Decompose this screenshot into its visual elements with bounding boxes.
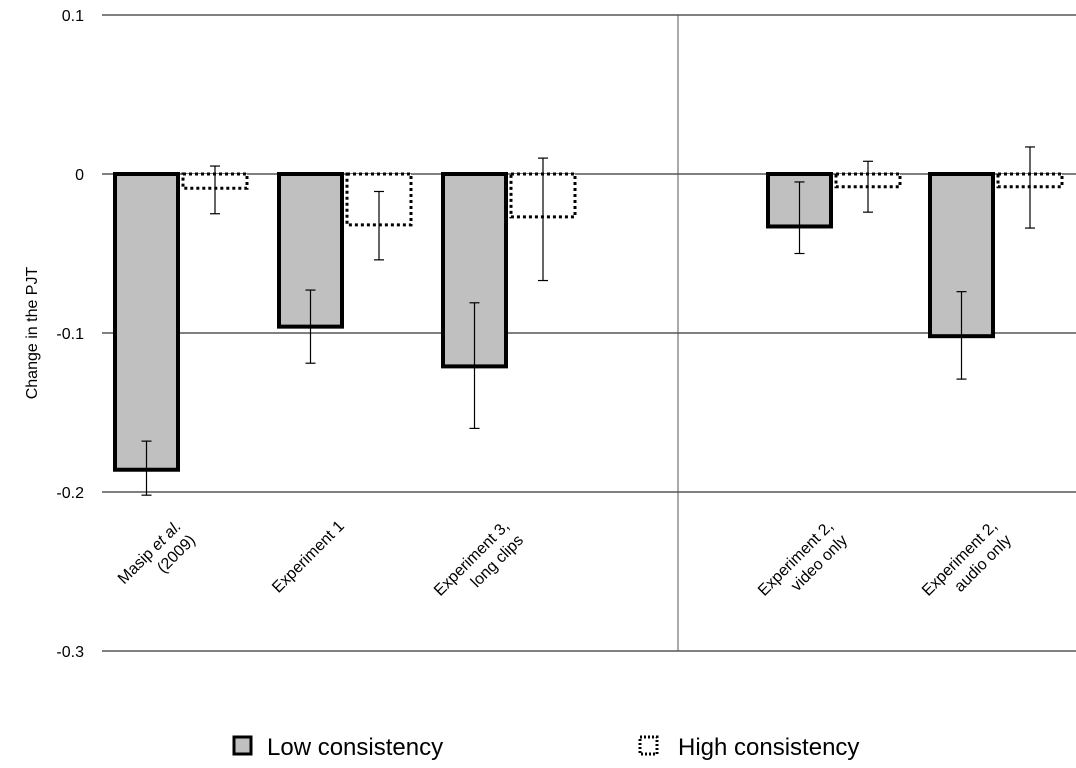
- category-label: Experiment 3,long clips: [431, 518, 527, 600]
- error-bar: [863, 160, 873, 213]
- category-label: Experiment 1: [269, 518, 348, 597]
- y-tick-label: 0.1: [62, 8, 84, 25]
- svg-text:Experiment 1: Experiment 1: [269, 518, 348, 597]
- error-bar: [794, 181, 805, 255]
- error-bar: [210, 165, 220, 215]
- legend-item-low-consistency: Low consistency: [232, 734, 443, 761]
- legend: Low consistency High consistency: [232, 734, 859, 761]
- error-bar: [538, 157, 548, 282]
- error-bar: [956, 291, 967, 380]
- legend-swatch-low-consistency: [232, 735, 253, 756]
- y-tick-label: 0: [75, 167, 84, 184]
- category-label: Experiment 2,video only: [755, 518, 851, 600]
- y-tick-label: -0.2: [56, 485, 84, 502]
- error-bars: [141, 146, 1035, 496]
- x-axis-category-labels: Masip et al.(2009) Experiment 1 Experiment…: [115, 518, 1015, 600]
- legend-swatch-high-consistency: [638, 735, 659, 756]
- y-tick-label: -0.1: [56, 326, 84, 343]
- legend-item-high-consistency: High consistency: [638, 734, 859, 761]
- error-bar: [141, 440, 152, 496]
- error-bar: [305, 289, 316, 364]
- gridlines: [102, 14, 1076, 652]
- y-axis-tick-labels: 0.1 0 -0.1 -0.2 -0.3: [56, 8, 84, 661]
- bars: [113, 172, 1064, 472]
- error-bar: [469, 302, 480, 429]
- error-bar: [374, 190, 384, 261]
- category-label: Masip et al.(2009): [115, 518, 199, 588]
- bar-low-consistency-0: [113, 172, 180, 472]
- y-axis-title: Change in the PJT: [24, 267, 41, 400]
- y-tick-label: -0.3: [56, 644, 84, 661]
- legend-label-high-consistency: High consistency: [678, 734, 859, 761]
- legend-label-low-consistency: Low consistency: [267, 734, 443, 761]
- category-label: Experiment 2,audio only: [919, 518, 1015, 600]
- error-bar: [1025, 146, 1035, 229]
